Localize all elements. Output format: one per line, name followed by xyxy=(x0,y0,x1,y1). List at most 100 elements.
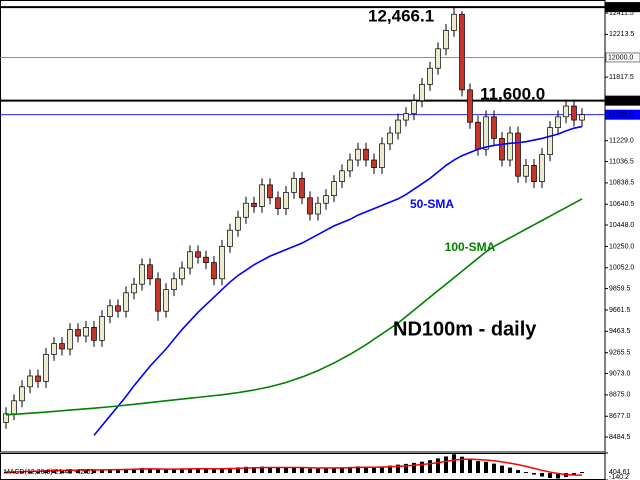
macd-bar xyxy=(532,473,536,475)
macd-bar xyxy=(380,466,384,474)
y-tick-label: -140.2 xyxy=(609,474,629,480)
main-panel-border xyxy=(0,0,606,453)
candle-body xyxy=(51,343,57,355)
candle-body xyxy=(75,329,81,337)
macd-bar xyxy=(68,469,72,474)
candle-body xyxy=(299,178,305,199)
candle-body xyxy=(555,116,561,128)
macd-bar xyxy=(116,469,120,474)
candle-body xyxy=(171,278,177,290)
sma-line xyxy=(93,125,583,436)
macd-bar xyxy=(60,469,64,474)
y-tick-label: 10640.5 xyxy=(609,201,634,208)
macd-title: MACD(12,26,9) 21.46 -42.61 xyxy=(4,469,94,476)
candle-body xyxy=(235,216,241,231)
candle-body xyxy=(499,138,505,161)
candle-body xyxy=(11,400,17,415)
macd-bar xyxy=(228,467,232,474)
y-tick-label: 404.61 xyxy=(609,469,631,476)
macd-bar xyxy=(356,466,360,474)
sma-label: 50-SMA xyxy=(410,197,454,211)
candle-body xyxy=(67,329,73,350)
macd-bar xyxy=(572,473,576,475)
candle-body xyxy=(323,195,329,204)
y-tick-label: 8484.5 xyxy=(609,434,631,441)
candle-body xyxy=(371,159,377,168)
y-tick-label: 8875.0 xyxy=(609,392,631,399)
y-tick-label: 10052.0 xyxy=(609,265,634,272)
candle-body xyxy=(187,251,193,269)
candle-body xyxy=(147,264,153,280)
macd-bar xyxy=(540,473,544,477)
level-label: 12466.1 xyxy=(608,4,633,11)
candle-body xyxy=(267,184,273,199)
macd-bar xyxy=(468,458,472,474)
y-tick-label: 11036.5 xyxy=(609,158,634,165)
y-tick-label: 12411.5 xyxy=(609,10,634,17)
macd-bar xyxy=(428,460,432,474)
level-label-box xyxy=(605,95,640,106)
candle-body xyxy=(99,316,105,341)
macd-bar xyxy=(452,454,456,474)
candle-body xyxy=(531,165,537,182)
level-label: 12000.0 xyxy=(608,54,633,61)
candle-body xyxy=(571,105,577,121)
candle-body xyxy=(515,132,521,177)
level-label-box xyxy=(605,109,640,120)
macd-bar xyxy=(516,470,520,474)
candle-body xyxy=(107,305,113,317)
candle-body xyxy=(443,30,449,50)
y-tick-label: 9661.5 xyxy=(609,307,631,314)
macd-bar xyxy=(436,458,440,474)
candle-body xyxy=(491,116,497,139)
candle-body xyxy=(35,375,41,382)
y-tick-label: 8677.0 xyxy=(609,413,631,420)
candle-body xyxy=(179,267,185,280)
candle-body xyxy=(155,278,161,312)
level-label: 11469.8 xyxy=(608,112,633,119)
macd-bar xyxy=(148,468,152,474)
macd-bar xyxy=(316,468,320,474)
macd-bar xyxy=(252,467,256,474)
macd-bar xyxy=(212,469,216,474)
candle-body xyxy=(139,264,145,285)
macd-bar xyxy=(92,470,96,474)
macd-bar xyxy=(172,469,176,474)
candle-body xyxy=(243,202,249,218)
candle-body xyxy=(115,305,121,312)
macd-bar xyxy=(556,473,560,479)
candle-body xyxy=(523,165,529,177)
macd-bar xyxy=(156,469,160,474)
candle-body xyxy=(435,48,441,69)
candle-body xyxy=(19,386,25,402)
candle-body xyxy=(459,13,465,91)
main-plot xyxy=(0,6,605,436)
level-label-box xyxy=(605,52,640,63)
candle-body xyxy=(403,113,409,121)
candle-body xyxy=(539,154,545,182)
macd-bar xyxy=(244,466,248,474)
candle-body xyxy=(395,119,401,134)
macd-bar xyxy=(396,464,400,474)
macd-bar xyxy=(108,469,112,474)
candle-body xyxy=(59,343,65,350)
macd-bar xyxy=(580,471,584,474)
macd-bar xyxy=(276,467,280,474)
y-tick-label: 9859.5 xyxy=(609,285,631,292)
candle-body xyxy=(275,197,281,209)
macd-bar xyxy=(132,468,136,474)
candle-body xyxy=(203,256,209,263)
macd-bar xyxy=(332,467,336,474)
candle-body xyxy=(195,251,201,258)
macd-bar xyxy=(268,467,272,474)
y-tick-label: 9073.0 xyxy=(609,370,631,377)
y-tick-label: 10250.0 xyxy=(609,243,634,250)
sma-label: 100-SMA xyxy=(445,240,496,254)
y-tick-label: 9463.5 xyxy=(609,328,631,335)
macd-bar xyxy=(444,456,448,474)
macd-bar xyxy=(364,466,368,474)
macd-bar xyxy=(484,461,488,474)
macd-bar xyxy=(204,468,208,474)
candle-body xyxy=(219,246,225,280)
